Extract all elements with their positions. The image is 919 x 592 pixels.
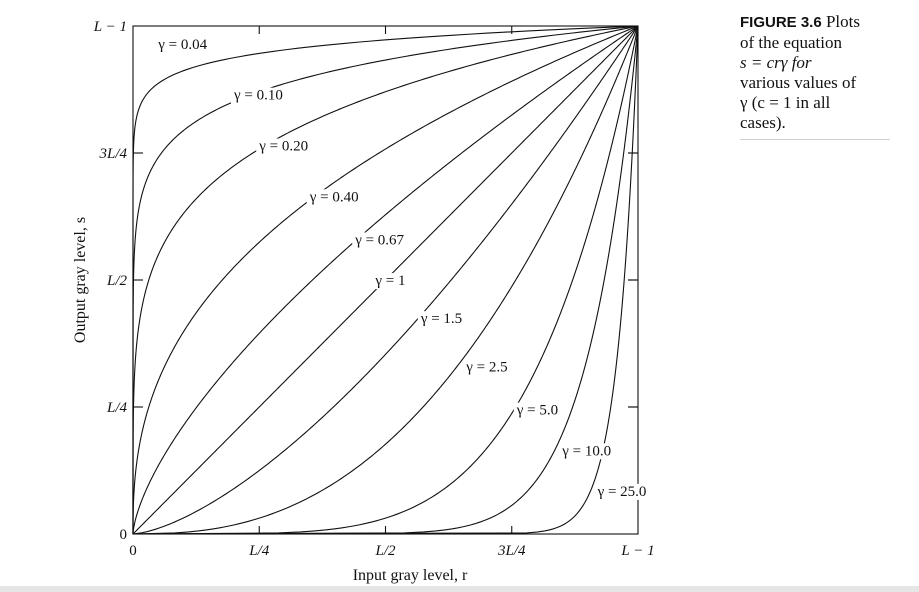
curve-label-background	[155, 36, 210, 53]
curve-label-gamma: γ = 0.04	[157, 37, 207, 53]
curve-label-gamma: γ = 0.40	[309, 189, 359, 205]
curve-label-gamma: γ = 2.5	[465, 359, 507, 375]
x-tick-label: 0	[129, 543, 137, 559]
y-tick-label: 0	[120, 527, 128, 543]
curve-label-gamma: γ = 5.0	[516, 403, 558, 419]
y-tick-label: 3L/4	[98, 146, 127, 162]
curve-label-background	[231, 87, 285, 104]
ticks-group: 0 L/4 L/2 3L/4 L − 1 0 L/4 L/2 3L/4 L − 1	[93, 19, 655, 559]
x-tick-label: L − 1	[620, 543, 654, 559]
curve-gamma-5	[132, 25, 639, 535]
curve-labels-group: γ = 0.04 γ = 0.10 γ = 0.20 γ = 0.40 γ = 0.67…	[155, 36, 649, 500]
x-tick-label: L/4	[248, 543, 270, 559]
curve-gamma-0_2	[132, 25, 639, 534]
curve-label-gamma: γ = 10.0	[561, 443, 611, 459]
curve-label-background	[256, 138, 311, 155]
curves-group	[132, 25, 639, 535]
curve-gamma-0_4	[132, 25, 639, 534]
curve-label-background	[352, 232, 407, 249]
curve-label-gamma: γ = 1	[374, 273, 405, 289]
curve-label-gamma: γ = 0.67	[354, 232, 404, 248]
curve-gamma-1_5	[132, 25, 639, 535]
figure-caption: FIGURE 3.6 Plots of the equation s = crγ…	[740, 12, 890, 140]
y-tick-label: L − 1	[93, 19, 127, 35]
curve-label-gamma: γ = 1.5	[420, 311, 462, 327]
curve-gamma-0_67	[132, 25, 639, 535]
curve-label-gamma: γ = 0.10	[233, 88, 283, 104]
curve-label-gamma: γ = 25.0	[597, 484, 647, 500]
caption-line-4: various values of	[740, 73, 857, 92]
y-axis-label: Output gray level, s	[72, 217, 89, 343]
curve-label-background	[463, 359, 510, 376]
caption-line-2: of the equation	[740, 33, 842, 52]
curve-label-background	[372, 273, 408, 290]
curve-label-background	[594, 483, 649, 500]
caption-line-6: cases).	[740, 113, 786, 132]
caption-line-5: γ (c = 1 in all	[740, 93, 831, 112]
gamma-plot: 0 L/4 L/2 3L/4 L − 1 0 L/4 L/2 3L/4 L − 1 γ = 0.0…	[72, 19, 655, 584]
x-axis-label: Input gray level, r	[353, 567, 468, 584]
y-tick-label: L/4	[106, 400, 128, 416]
curve-label-background	[417, 311, 465, 328]
y-tick-label: L/2	[106, 273, 128, 289]
x-tick-label: 3L/4	[497, 543, 526, 559]
caption-line-1: Plots	[825, 12, 860, 31]
curve-gamma-10	[132, 25, 639, 535]
curve-label-background	[513, 402, 561, 419]
figure-label: FIGURE 3.6	[740, 14, 822, 31]
curve-label-background	[306, 189, 361, 206]
curve-gamma-2_5	[132, 25, 639, 535]
caption-line-3: s = crγ for	[740, 53, 812, 72]
curve-label-gamma: γ = 0.20	[258, 138, 308, 154]
curve-label-background	[559, 443, 614, 460]
x-tick-label: L/2	[374, 543, 396, 559]
bottom-border	[0, 586, 919, 592]
